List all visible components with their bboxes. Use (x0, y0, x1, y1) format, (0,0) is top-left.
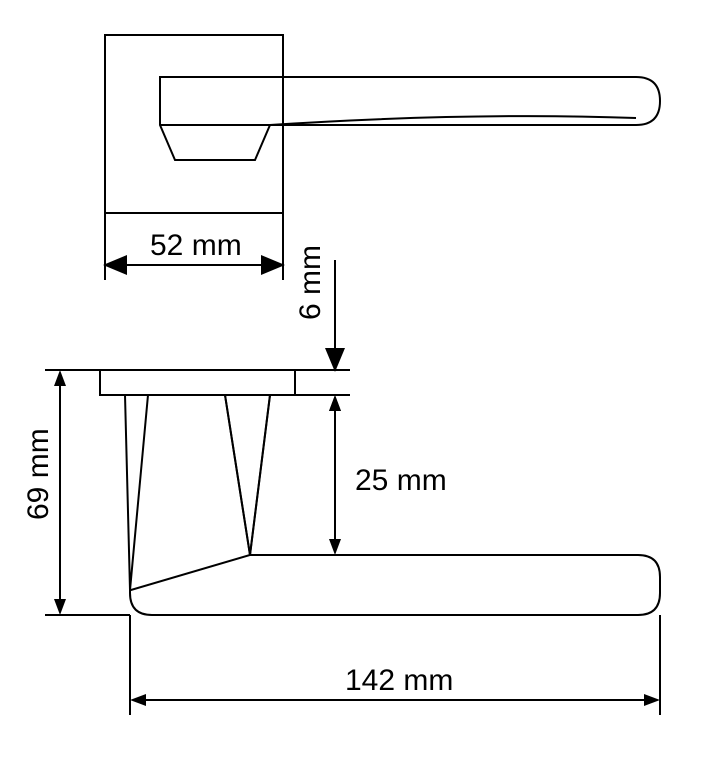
dim-52-label: 52 mm (150, 229, 242, 262)
dim-6-label: 6 mm (294, 245, 327, 320)
stem2-and-lever (130, 395, 660, 615)
top-view (105, 35, 660, 213)
stem2-right-edge (250, 395, 270, 555)
dim-25-label: 25 mm (355, 464, 447, 497)
lever-under-curve (270, 116, 636, 125)
mounting-plate (100, 370, 295, 395)
dim-142-label: 142 mm (345, 664, 453, 697)
dim-69mm (45, 370, 130, 615)
stem2-left-edge (225, 395, 250, 555)
dim-25mm (250, 395, 350, 555)
technical-drawing: 52 mm 6 mm 25 mm 69 mm 142 mm (0, 0, 722, 779)
dim-69-label: 69 mm (22, 428, 55, 520)
stem-1 (125, 395, 148, 590)
